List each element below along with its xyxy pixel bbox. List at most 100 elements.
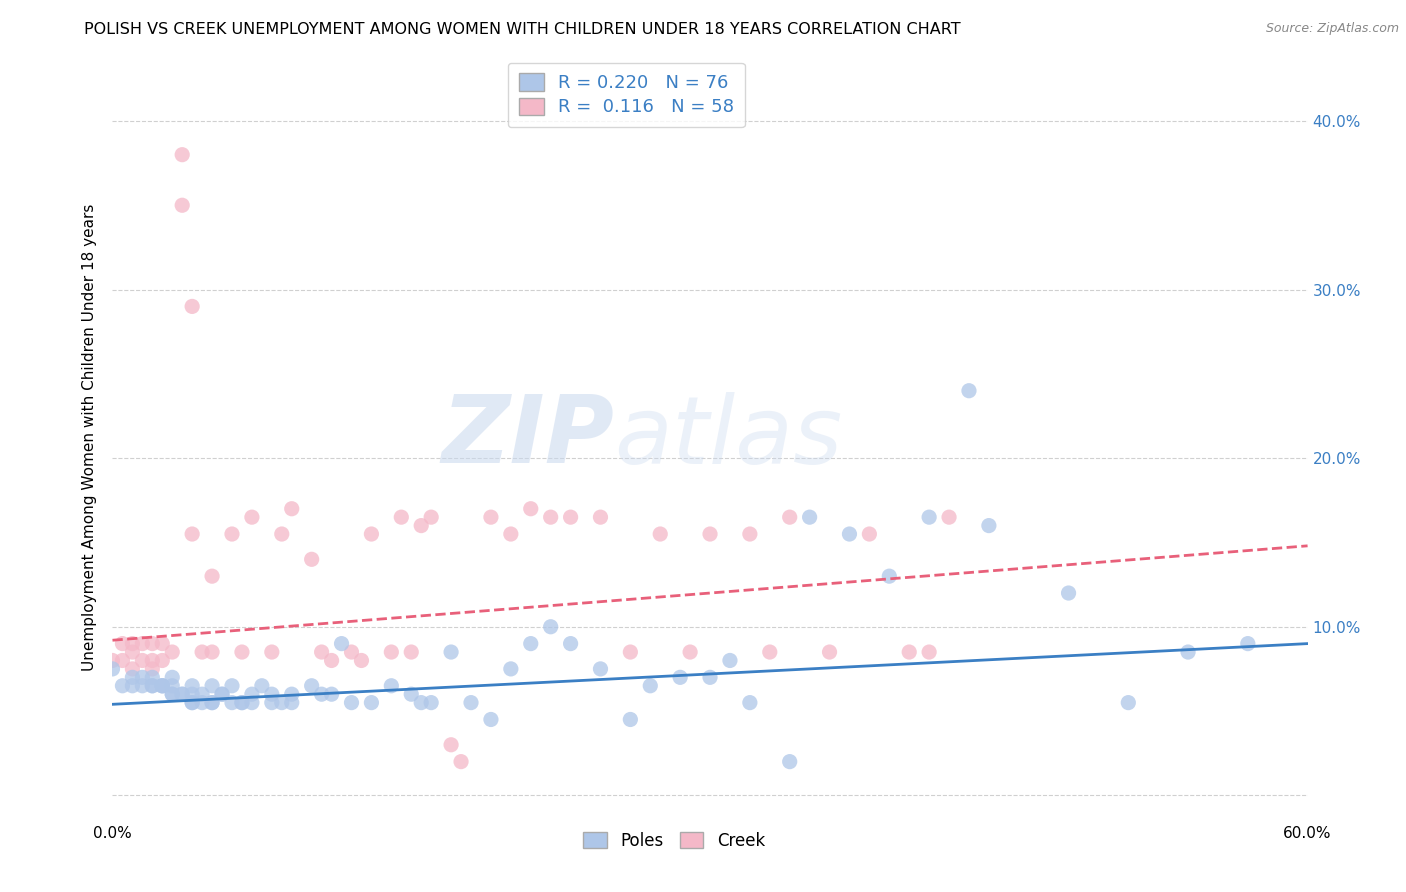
Point bbox=[141, 653, 163, 667]
Point bbox=[231, 696, 253, 710]
Point bbox=[1177, 645, 1199, 659]
Point bbox=[977, 518, 1000, 533]
Point bbox=[440, 738, 463, 752]
Point bbox=[799, 510, 821, 524]
Point bbox=[450, 755, 472, 769]
Point bbox=[938, 510, 960, 524]
Point bbox=[640, 679, 662, 693]
Point bbox=[301, 552, 323, 566]
Point bbox=[150, 653, 173, 667]
Point bbox=[281, 501, 304, 516]
Point bbox=[281, 687, 304, 701]
Point bbox=[141, 670, 163, 684]
Point bbox=[141, 679, 163, 693]
Point bbox=[231, 645, 253, 659]
Legend: Poles, Creek: Poles, Creek bbox=[575, 823, 773, 858]
Point bbox=[162, 679, 183, 693]
Point bbox=[181, 696, 204, 710]
Point bbox=[111, 637, 134, 651]
Point bbox=[401, 687, 423, 701]
Point bbox=[499, 662, 522, 676]
Point bbox=[221, 679, 243, 693]
Point bbox=[460, 696, 482, 710]
Point bbox=[479, 713, 502, 727]
Point bbox=[380, 679, 402, 693]
Point bbox=[260, 687, 283, 701]
Point bbox=[499, 527, 522, 541]
Point bbox=[699, 670, 721, 684]
Point bbox=[340, 696, 363, 710]
Point bbox=[121, 679, 143, 693]
Point bbox=[240, 696, 263, 710]
Point bbox=[411, 518, 433, 533]
Point bbox=[380, 645, 402, 659]
Point bbox=[131, 637, 153, 651]
Point bbox=[150, 679, 173, 693]
Point bbox=[401, 645, 423, 659]
Point bbox=[172, 687, 194, 701]
Point bbox=[121, 645, 143, 659]
Point bbox=[1057, 586, 1080, 600]
Point bbox=[191, 687, 214, 701]
Point bbox=[211, 687, 233, 701]
Point bbox=[918, 645, 941, 659]
Point bbox=[360, 696, 382, 710]
Point bbox=[679, 645, 702, 659]
Point bbox=[330, 637, 353, 651]
Point bbox=[270, 527, 292, 541]
Point bbox=[162, 687, 183, 701]
Point bbox=[440, 645, 463, 659]
Point bbox=[360, 527, 382, 541]
Point bbox=[181, 300, 204, 314]
Point bbox=[201, 569, 224, 583]
Point bbox=[520, 637, 543, 651]
Point bbox=[181, 687, 204, 701]
Point bbox=[172, 687, 194, 701]
Point bbox=[141, 662, 163, 676]
Point bbox=[270, 696, 292, 710]
Point bbox=[650, 527, 672, 541]
Point bbox=[350, 653, 373, 667]
Point bbox=[879, 569, 901, 583]
Point bbox=[520, 501, 543, 516]
Point bbox=[250, 679, 273, 693]
Point bbox=[162, 645, 183, 659]
Point bbox=[111, 679, 134, 693]
Point bbox=[260, 645, 283, 659]
Point bbox=[738, 696, 761, 710]
Point bbox=[181, 679, 204, 693]
Point bbox=[172, 147, 194, 161]
Point bbox=[1118, 696, 1140, 710]
Point bbox=[918, 510, 941, 524]
Point bbox=[121, 662, 143, 676]
Text: atlas: atlas bbox=[614, 392, 842, 483]
Point bbox=[181, 527, 204, 541]
Point bbox=[221, 696, 243, 710]
Point bbox=[111, 653, 134, 667]
Point bbox=[101, 653, 124, 667]
Point bbox=[898, 645, 921, 659]
Point bbox=[479, 510, 502, 524]
Point bbox=[1237, 637, 1260, 651]
Point bbox=[150, 637, 173, 651]
Point bbox=[311, 687, 333, 701]
Point bbox=[619, 645, 641, 659]
Point bbox=[231, 696, 253, 710]
Point bbox=[141, 679, 163, 693]
Point bbox=[150, 679, 173, 693]
Point bbox=[301, 679, 323, 693]
Point bbox=[699, 527, 721, 541]
Point bbox=[340, 645, 363, 659]
Y-axis label: Unemployment Among Women with Children Under 18 years: Unemployment Among Women with Children U… bbox=[82, 203, 97, 671]
Point bbox=[260, 696, 283, 710]
Point bbox=[619, 713, 641, 727]
Point bbox=[560, 637, 582, 651]
Point bbox=[389, 510, 412, 524]
Point bbox=[420, 510, 443, 524]
Point bbox=[162, 687, 183, 701]
Point bbox=[818, 645, 841, 659]
Point bbox=[540, 510, 562, 524]
Point bbox=[240, 510, 263, 524]
Point bbox=[321, 687, 343, 701]
Point bbox=[240, 687, 263, 701]
